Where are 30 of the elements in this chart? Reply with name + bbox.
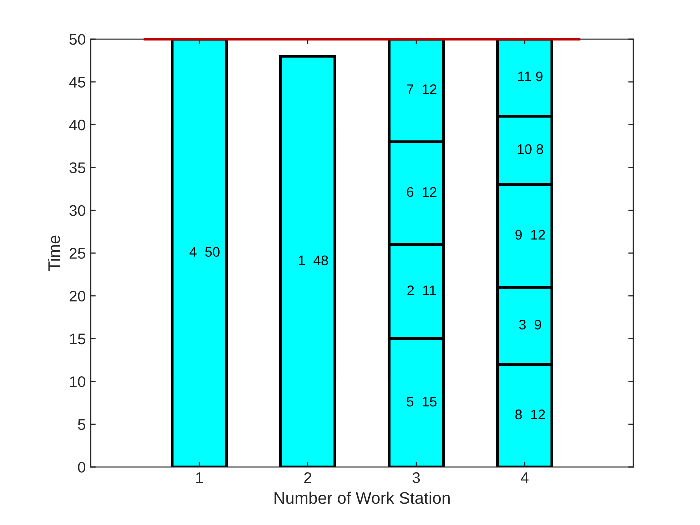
x-tick-label: 3	[412, 472, 420, 484]
y-tick-label: 45	[70, 77, 86, 88]
y-tick-label: 15	[70, 334, 86, 345]
data-label: 8 12	[516, 410, 546, 420]
data-label: 11 9	[518, 72, 543, 82]
x-axis-title: Number of Work Station	[274, 492, 450, 504]
y-tick-label: 20	[70, 290, 86, 302]
y-tick-label: 40	[70, 120, 86, 131]
y-axis-title: Time	[48, 236, 60, 272]
bar	[279, 55, 337, 468]
y-tick-label: 5	[78, 419, 86, 430]
y-tick-label: 30	[70, 205, 86, 216]
x-tick-label: 2	[304, 472, 312, 484]
data-label: 3 9	[519, 320, 542, 330]
y-tick-label: 25	[70, 248, 86, 259]
data-label: 4 50	[190, 247, 220, 258]
y-tick-label: 10	[70, 376, 86, 388]
y-tick-label: 35	[70, 162, 86, 174]
data-label: 7 12	[407, 84, 437, 94]
data-label: 1 48	[299, 256, 328, 266]
bar	[170, 39, 228, 468]
y-tick-label: 50	[70, 34, 86, 46]
y-tick-label: 0	[78, 462, 86, 473]
data-label: 5 15	[407, 397, 437, 407]
x-tick-label: 1	[196, 472, 204, 484]
data-label: 10 8	[518, 144, 544, 154]
x-tick-label: 4	[521, 472, 529, 484]
data-label: 9 12	[516, 230, 546, 240]
data-label: 6 12	[407, 187, 437, 198]
data-label: 2 11	[408, 286, 436, 296]
